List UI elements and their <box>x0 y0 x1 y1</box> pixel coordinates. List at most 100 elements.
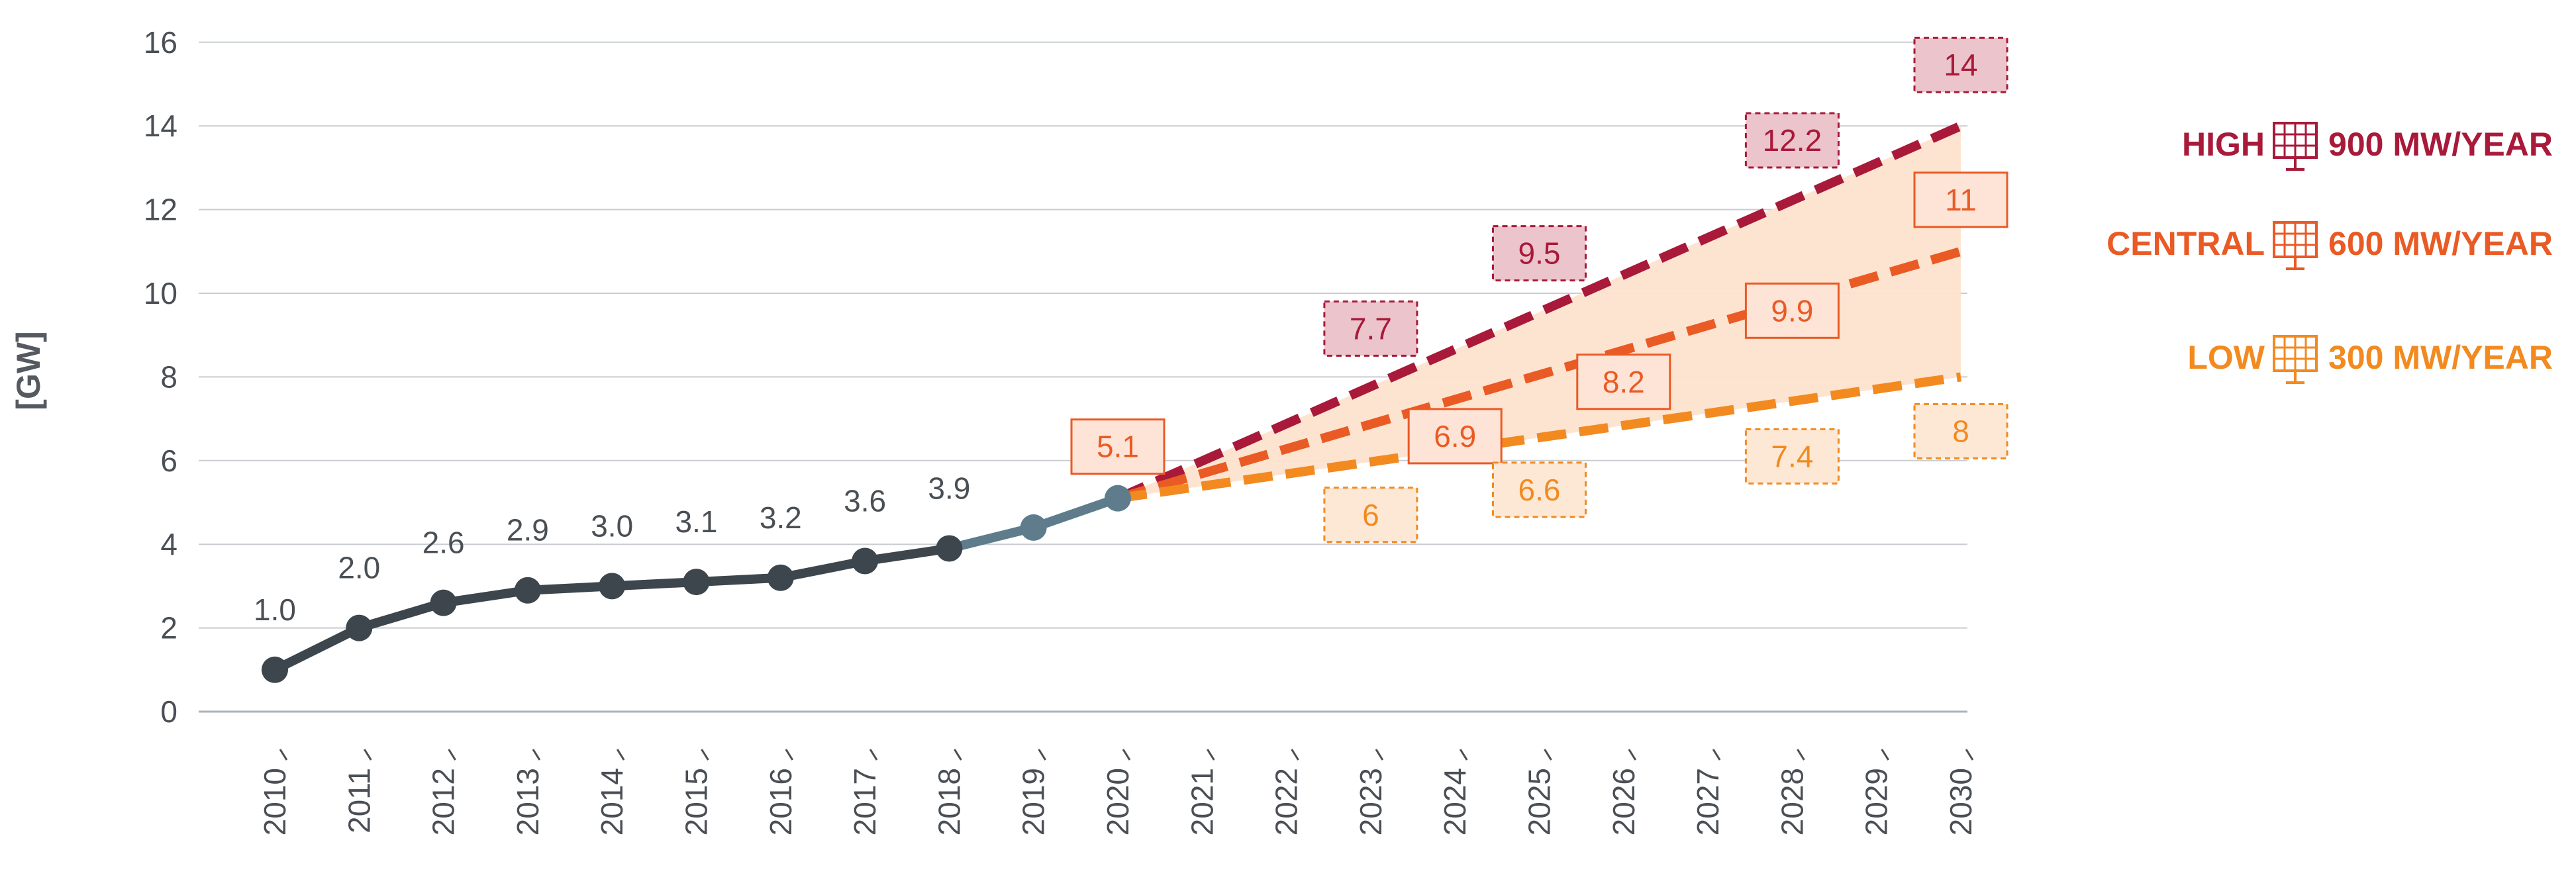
value-box-frame <box>1913 402 2008 459</box>
x-tick-label: 2016 <box>764 768 798 835</box>
x-tick-label: 2011 <box>342 768 376 833</box>
scenario-line-low <box>1117 372 1961 503</box>
y-tick-label: 8 <box>160 359 177 394</box>
value-box-frame <box>1913 171 2008 228</box>
value-box-low-2023: 6 <box>1323 487 1418 543</box>
x-tick-label: 2027 <box>1691 768 1725 835</box>
x-tick-label: 2030 <box>1944 768 1978 835</box>
x-tick-mark <box>1038 749 1046 761</box>
x-tick-label: 2023 <box>1354 768 1388 835</box>
value-box-label: 14 <box>1944 48 1977 82</box>
historical-segment <box>607 577 701 591</box>
x-tick-label: 2026 <box>1607 768 1641 835</box>
x-tick-label: 2022 <box>1269 768 1304 835</box>
data-label-2015: 3.1 <box>675 504 718 539</box>
x-tick-mark <box>1375 749 1384 761</box>
scenario-value-boxes: 7.7 9.5 12.2 14 5.1 6.9 8.2 9.9 11 6 6.6 7.4 8 <box>1070 36 2008 543</box>
historical-segment <box>775 556 870 583</box>
data-point-2019 <box>1020 514 1047 541</box>
y-tick-label: 16 <box>144 25 177 60</box>
x-tick-mark <box>785 749 794 761</box>
historical-series: 1.0 2.0 2.6 2.9 3.0 3.1 3.2 3.6 3.9 <box>254 471 1131 683</box>
x-tick-mark <box>1965 749 1974 761</box>
legend-scenario-name: HIGH <box>2182 126 2265 163</box>
value-box-frame <box>1744 428 1840 485</box>
x-tick-label: 2025 <box>1522 768 1557 835</box>
value-box-high-2025: 9.5 <box>1492 225 1587 282</box>
x-tick-mark <box>279 749 288 761</box>
data-point-2018 <box>936 535 963 562</box>
solar-panel-icon <box>2273 122 2318 171</box>
value-box-label: 9.9 <box>1771 293 1813 328</box>
x-tick-mark <box>364 749 372 761</box>
y-tick-label: 4 <box>160 527 177 561</box>
legend-scenario-name: LOW <box>2187 339 2265 376</box>
value-box-high-2023: 7.7 <box>1323 300 1418 357</box>
legend: 900 MW/YEAR HIGH 600 MW/YEAR CENTRAL 300 MW/… <box>2106 122 2553 384</box>
x-tick-mark <box>954 749 962 761</box>
data-point-2013 <box>514 577 541 604</box>
data-label-2017: 3.6 <box>844 483 886 518</box>
value-box-frame <box>1576 353 1671 410</box>
y-axis: 0 2 4 6 8 10 12 14 16 <box>144 25 177 729</box>
x-tick-label: 2013 <box>511 768 545 835</box>
x-tick-label: 2018 <box>932 768 966 835</box>
data-point-2014 <box>599 573 626 600</box>
value-box-label: 6.6 <box>1518 473 1561 507</box>
historical-segment <box>522 581 617 595</box>
x-tick-mark <box>1881 749 1889 761</box>
value-box-high-2030: 14 <box>1913 36 2008 93</box>
value-box-label: 12.2 <box>1763 123 1822 158</box>
data-label-2018: 3.9 <box>928 471 970 506</box>
x-tick-mark <box>1207 749 1215 761</box>
value-box-frame <box>1070 418 1165 475</box>
value-box-frame <box>1492 461 1587 518</box>
x-axis: 2010 2011 2012 2013 2014 2015 2016 2017 2018 2019… <box>258 749 1978 835</box>
value-box-label: 7.7 <box>1350 311 1392 346</box>
y-axis-label: [GW] <box>10 331 47 410</box>
data-point-2017 <box>852 547 879 575</box>
data-label-2011: 2.0 <box>338 551 380 585</box>
legend-item-high: 900 MW/YEAR HIGH <box>2182 122 2553 171</box>
data-label-2016: 3.2 <box>760 500 802 535</box>
y-tick-label: 10 <box>144 276 177 310</box>
value-box-central-2026: 8.2 <box>1576 353 1671 410</box>
historical-segment <box>438 585 532 608</box>
x-tick-mark <box>1122 749 1131 761</box>
value-box-central-2020: 5.1 <box>1070 418 1165 475</box>
legend-item-central: 600 MW/YEAR CENTRAL <box>2106 221 2553 270</box>
x-tick-mark <box>532 749 541 761</box>
x-tick-mark <box>1459 749 1468 761</box>
value-box-central-2030: 11 <box>1913 171 2008 228</box>
value-box-low-2025: 6.6 <box>1492 461 1587 518</box>
value-box-label: 8 <box>1952 414 1969 448</box>
x-tick-label: 2024 <box>1438 768 1472 835</box>
value-box-frame <box>1744 282 1840 339</box>
value-box-high-2028: 12.2 <box>1744 112 1840 169</box>
value-box-frame <box>1323 300 1418 357</box>
x-tick-label: 2021 <box>1185 768 1219 835</box>
x-tick-label: 2020 <box>1101 768 1135 835</box>
x-tick-label: 2012 <box>426 768 461 835</box>
historical-segment <box>944 522 1038 553</box>
data-label-2014: 3.0 <box>591 508 633 543</box>
value-box-label: 6 <box>1362 498 1379 532</box>
value-box-frame <box>1492 225 1587 282</box>
x-tick-mark <box>869 749 878 761</box>
value-box-label: 11 <box>1945 183 1977 217</box>
value-box-frame <box>1744 112 1840 169</box>
data-point-2020 <box>1105 485 1131 512</box>
x-tick-label: 2014 <box>595 768 629 835</box>
historical-segment <box>354 598 448 633</box>
value-box-frame <box>1913 36 2008 93</box>
historical-segment <box>691 573 785 587</box>
data-label-2013: 2.9 <box>507 513 549 547</box>
y-tick-label: 2 <box>160 611 177 645</box>
legend-scenario-name: CENTRAL <box>2106 225 2265 262</box>
x-tick-label: 2028 <box>1775 768 1809 835</box>
x-tick-mark <box>1712 749 1721 761</box>
value-box-frame <box>1323 487 1418 543</box>
data-point-2015 <box>683 569 710 596</box>
x-tick-mark <box>1544 749 1552 761</box>
